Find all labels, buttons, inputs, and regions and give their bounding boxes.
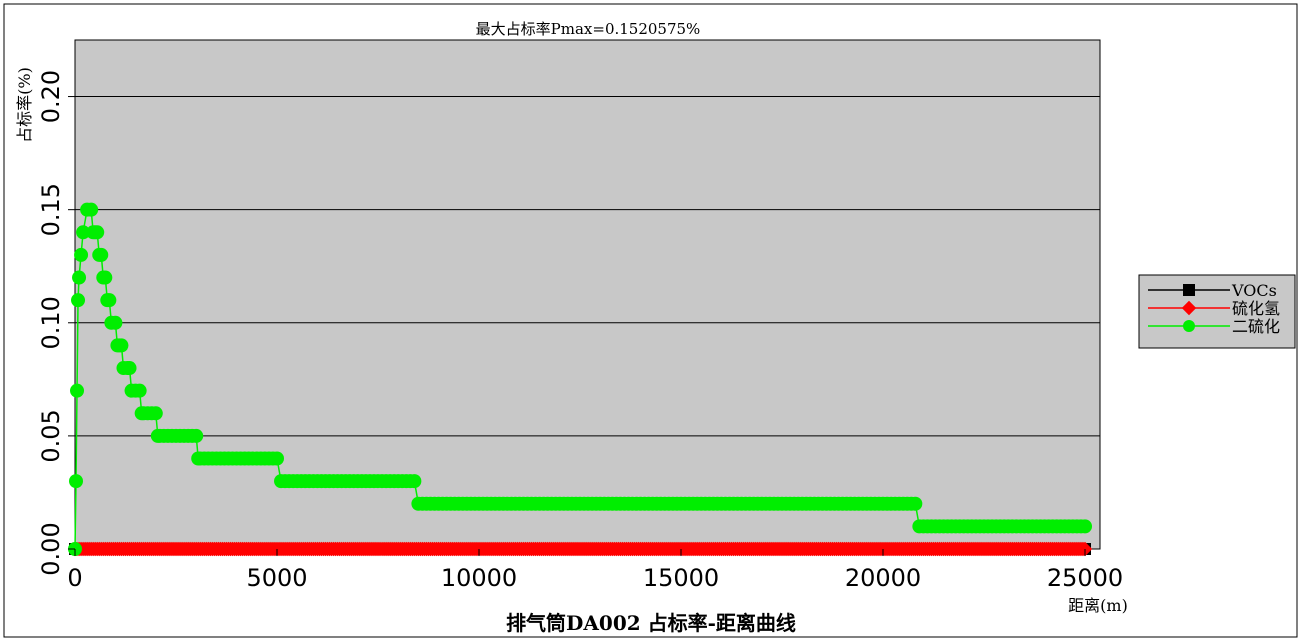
data-point: [128, 383, 143, 398]
data-point: [71, 293, 86, 308]
y-tick-label: 0.15: [37, 183, 65, 236]
data-point: [76, 225, 91, 240]
y-tick-label: 0.20: [37, 70, 65, 123]
x-axis-label: 距离(m): [1068, 596, 1128, 615]
data-point: [112, 338, 127, 353]
data-point: [265, 451, 280, 466]
y-tick-label: 0.05: [37, 409, 65, 462]
y-axis-label: 占标率(%): [15, 67, 34, 143]
x-tick-label: 25000: [1047, 564, 1123, 592]
x-tick-label: 5000: [246, 564, 307, 592]
chart-subtitle: 最大占标率Pmax=0.1520575%: [476, 20, 701, 38]
data-point: [1073, 519, 1088, 534]
data-point: [904, 496, 919, 511]
legend-label: 二硫化: [1232, 317, 1280, 336]
legend-marker: [1183, 284, 1195, 296]
series-1: [67, 541, 1093, 557]
data-point: [72, 270, 87, 285]
legend-box: [1138, 274, 1296, 349]
data-point: [88, 225, 103, 240]
data-point: [185, 428, 200, 443]
data-point: [70, 383, 85, 398]
axes: 0.00 0.05 0.10 0.15 0.20 0 5000 10000 15000 20000…: [37, 70, 1123, 592]
data-series: [67, 202, 1093, 557]
x-tick-label: 20000: [845, 564, 921, 592]
legend-label: VOCs: [1231, 281, 1277, 300]
x-tick-label: 0: [67, 564, 82, 592]
data-point: [403, 474, 418, 489]
outer-frame: [3, 3, 1298, 638]
legend-item: 硫化氢: [1148, 299, 1280, 318]
legend-marker: [1183, 320, 1195, 332]
data-point: [69, 474, 84, 489]
data-point: [108, 315, 123, 330]
data-point: [74, 247, 89, 262]
plot-area: [74, 39, 1101, 550]
series-2: [68, 202, 1092, 556]
data-point: [102, 293, 117, 308]
legend-marker: [1181, 300, 1197, 316]
data-point: [1075, 541, 1091, 557]
data-point: [98, 270, 113, 285]
data-point: [94, 247, 109, 262]
legend-item: 二硫化: [1148, 317, 1280, 336]
grid-lines: [75, 96, 1100, 437]
x-tick-label: 15000: [643, 564, 719, 592]
y-tick-label: 0.00: [37, 522, 65, 575]
data-point: [144, 406, 159, 421]
legend-item: VOCs: [1148, 281, 1277, 300]
data-point: [120, 361, 135, 376]
y-tick-label: 0.10: [37, 296, 65, 349]
data-point: [84, 202, 99, 217]
x-tick-label: 10000: [441, 564, 517, 592]
chart-title: 排气筒DA002 占标率-距离曲线: [506, 611, 796, 635]
legend-label: 硫化氢: [1232, 299, 1280, 318]
